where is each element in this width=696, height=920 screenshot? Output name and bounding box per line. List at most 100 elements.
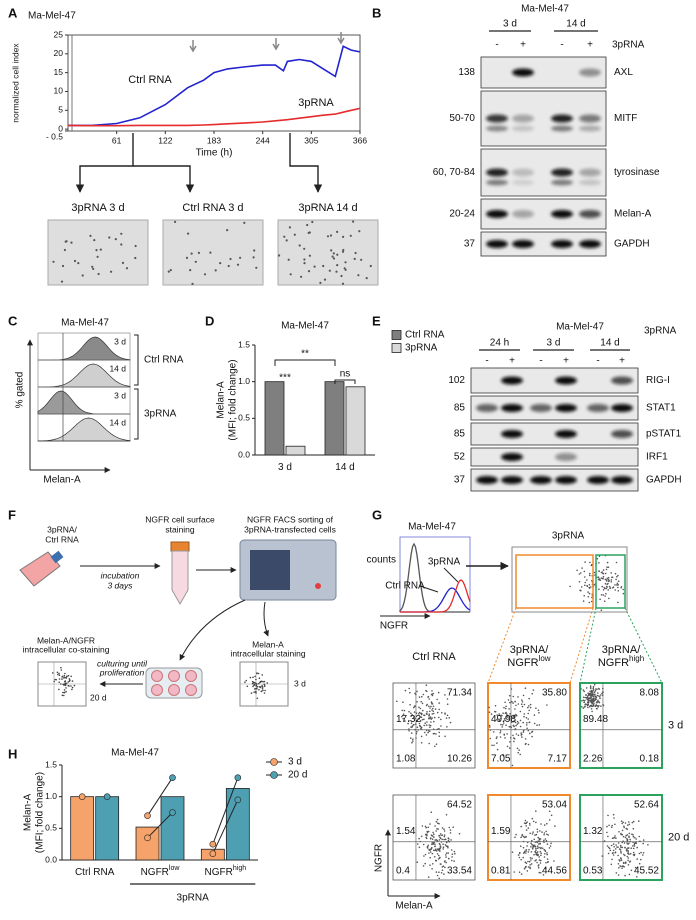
event-dot: [624, 874, 626, 877]
blot-strip: [470, 447, 639, 467]
event-dot: [617, 863, 620, 865]
event-dot: [70, 241, 73, 244]
event-dot: [586, 695, 589, 697]
event-dot: [524, 687, 527, 689]
event-dot: [633, 853, 636, 856]
quadrant-value: 7.17: [548, 754, 568, 765]
event-dot: [598, 704, 600, 707]
column-header-line: Ctrl RNA: [412, 651, 456, 663]
event-dot: [437, 858, 440, 860]
event-dot: [349, 234, 352, 237]
event-dot: [592, 704, 595, 707]
event-dot: [67, 674, 70, 677]
event-dot: [624, 836, 627, 839]
series-line: [68, 45, 361, 127]
event-dot: [623, 826, 625, 829]
event-dot: [303, 258, 306, 261]
quadrant-value: 10.26: [447, 754, 472, 765]
event-dot: [413, 705, 416, 707]
event-dot: [595, 688, 597, 690]
event-dot: [598, 570, 600, 573]
flow-arrow: [133, 165, 195, 193]
event-dot: [521, 835, 523, 837]
event-dot: [433, 836, 435, 838]
event-dot: [591, 580, 593, 582]
event-dot: [419, 725, 422, 728]
event-dot: [528, 860, 531, 863]
event-dot: [589, 685, 592, 687]
event-dot: [444, 844, 447, 846]
step-text: intracellular co-staining: [23, 644, 110, 654]
event-dot: [525, 825, 527, 827]
event-dot: [638, 820, 640, 822]
event-dot: [410, 712, 412, 714]
event-dot: [614, 589, 616, 591]
event-dot: [527, 827, 530, 829]
event-dot: [61, 694, 64, 697]
event-dot: [252, 676, 254, 679]
event-dot: [589, 561, 591, 564]
blot-strip: [470, 468, 639, 492]
blot-band: [555, 376, 577, 385]
event-dot: [95, 249, 98, 252]
event-dot: [618, 859, 620, 861]
event-dot: [438, 822, 440, 825]
histogram-curve: [37, 417, 131, 442]
event-dot: [227, 264, 230, 268]
event-dot: [63, 689, 66, 691]
blot-band: [512, 114, 534, 123]
event-dot: [58, 681, 60, 683]
event-dot: [421, 695, 423, 698]
event-dot: [612, 837, 615, 839]
event-dot: [614, 584, 616, 586]
legend-swatch: [391, 343, 402, 353]
event-dot: [408, 687, 411, 690]
step-text: culturing until: [97, 658, 148, 668]
event-dot: [599, 579, 602, 581]
event-dot: [63, 694, 65, 697]
event-dot: [501, 714, 503, 717]
event-dot: [438, 735, 441, 737]
significance-bracket: [274, 359, 336, 366]
event-dot: [549, 845, 552, 847]
event-dot: [255, 266, 258, 269]
event-dot: [174, 220, 177, 223]
event-dot: [587, 703, 589, 705]
event-dot: [614, 851, 617, 853]
event-dot: [441, 866, 444, 868]
step-text: Melan-A: [252, 639, 284, 649]
event-dot: [540, 847, 542, 850]
event-dot: [605, 587, 608, 590]
panel-label: E: [372, 313, 381, 328]
event-dot: [431, 838, 434, 840]
event-dot: [444, 694, 446, 696]
event-dot: [544, 838, 547, 840]
event-dot: [540, 872, 542, 874]
event-dot: [512, 724, 515, 727]
event-dot: [243, 221, 246, 224]
event-dot: [65, 677, 68, 679]
event-dot: [420, 742, 423, 744]
event-dot: [597, 699, 599, 702]
panel-label: D: [205, 313, 214, 328]
event-dot: [428, 724, 431, 726]
event-dot: [636, 876, 638, 878]
leader-line: [443, 567, 459, 583]
event-dot: [538, 859, 541, 861]
event-dot: [416, 701, 418, 703]
event-dot: [313, 265, 316, 268]
event-dot: [517, 703, 520, 705]
event-dot: [254, 675, 256, 678]
facs-plot: [392, 682, 476, 769]
event-dot: [601, 585, 603, 588]
event-dot: [594, 695, 597, 698]
group-label: 3 d: [503, 19, 517, 30]
x-tick-label: Ctrl RNA: [75, 867, 115, 878]
event-dot: [636, 858, 638, 860]
event-dot: [298, 244, 301, 247]
event-dot: [332, 257, 336, 260]
event-dot: [432, 710, 435, 712]
facs-plot: [487, 794, 571, 881]
event-dot: [584, 584, 586, 587]
row-label: 3 d: [114, 336, 126, 346]
